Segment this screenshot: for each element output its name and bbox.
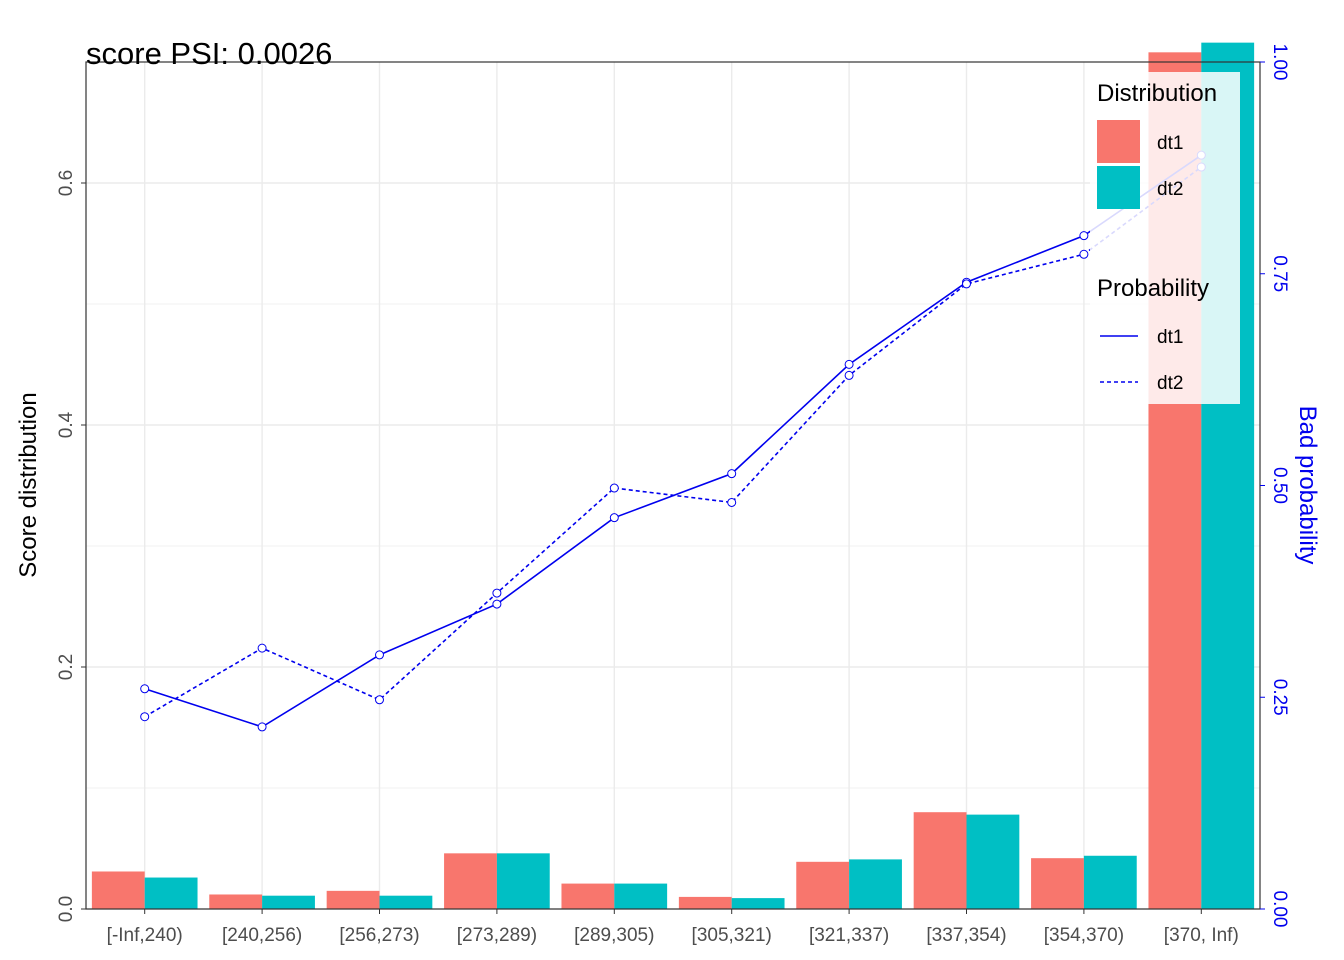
legend-label-dt1: dt1 bbox=[1157, 327, 1183, 348]
bar-dt2 bbox=[731, 898, 785, 909]
y-tick-label-left: 0.0 bbox=[56, 896, 77, 922]
point-dt1 bbox=[492, 599, 502, 609]
y-tick-label-left: 0.2 bbox=[56, 654, 77, 680]
point-dt2 bbox=[1079, 249, 1089, 259]
bar-dt1 bbox=[209, 894, 263, 909]
point-dt1 bbox=[727, 469, 737, 479]
bar-dt2 bbox=[144, 877, 198, 909]
point-dt1 bbox=[257, 722, 267, 732]
legend-key-dt1 bbox=[1097, 120, 1140, 163]
x-tick-label: [289,305) bbox=[574, 925, 654, 946]
bar-dt2 bbox=[262, 895, 315, 909]
bar-dt2 bbox=[1083, 855, 1137, 909]
x-tick-label: [256,273) bbox=[339, 925, 419, 946]
bar-dt1 bbox=[326, 890, 380, 909]
x-tick-label: [337,354) bbox=[926, 925, 1006, 946]
y-tick-label-right: 0.25 bbox=[1269, 679, 1290, 716]
point-dt2 bbox=[962, 279, 971, 289]
legend: Distribution dt1 dt2 Probability dt1 dt2 bbox=[1090, 72, 1240, 404]
bar-dt1 bbox=[1031, 858, 1084, 909]
point-dt1 bbox=[140, 684, 150, 694]
point-dt2 bbox=[609, 483, 619, 493]
x-tick-label: [240,256) bbox=[222, 925, 302, 946]
legend-label-dt2: dt2 bbox=[1157, 179, 1183, 200]
line-dt2 bbox=[144, 166, 1202, 718]
bar-dt2 bbox=[379, 895, 433, 909]
x-tick-label: [321,337) bbox=[809, 925, 889, 946]
point-dt1 bbox=[844, 359, 854, 369]
x-tick-label: [-Inf,240) bbox=[107, 925, 183, 946]
bar-dt2 bbox=[966, 814, 1020, 909]
bar-dt1 bbox=[796, 861, 850, 909]
point-dt1 bbox=[1079, 231, 1089, 241]
y-tick-label-right: 1.00 bbox=[1269, 44, 1290, 81]
bar-dt1 bbox=[913, 812, 967, 909]
legend-title-probability: Probability bbox=[1097, 275, 1209, 302]
x-tick-label: [273,289) bbox=[457, 925, 537, 946]
bar-dt2 bbox=[614, 883, 668, 909]
point-dt2 bbox=[375, 695, 384, 705]
point-dt2 bbox=[140, 712, 150, 722]
bar-dt1 bbox=[444, 853, 497, 909]
y-tick-label-left: 0.6 bbox=[56, 170, 77, 196]
y-tick-label-right: 0.50 bbox=[1269, 467, 1290, 504]
point-dt1 bbox=[609, 513, 619, 523]
legend-label-dt2: dt2 bbox=[1157, 373, 1183, 394]
probability-lines bbox=[140, 150, 1206, 732]
chart-title: score PSI: 0.0026 bbox=[86, 36, 332, 71]
y-tick-label-left: 0.4 bbox=[56, 411, 77, 438]
bar-dt1 bbox=[678, 896, 732, 909]
axes: 0.0 0.2 0.4 0.6 0.00 0.25 0.50 0.75 1.00 [-Inf,24… bbox=[56, 44, 1290, 946]
point-dt2 bbox=[844, 370, 854, 380]
point-dt2 bbox=[492, 588, 502, 598]
bar-dt1 bbox=[561, 883, 615, 909]
legend-key-dt2 bbox=[1097, 166, 1140, 209]
y-axis-title-left: Score distribution bbox=[15, 392, 42, 577]
point-dt2 bbox=[257, 643, 267, 653]
y-tick-label-right: 0.75 bbox=[1269, 255, 1290, 292]
legend-label-dt1: dt1 bbox=[1157, 133, 1183, 154]
y-tick-label-right: 0.00 bbox=[1269, 891, 1290, 928]
x-tick-label: [354,370) bbox=[1044, 925, 1124, 946]
point-dt1 bbox=[375, 650, 384, 660]
bar-dt2 bbox=[496, 853, 550, 909]
legend-title-distribution: Distribution bbox=[1097, 80, 1217, 107]
bar-dt1 bbox=[91, 871, 145, 909]
x-tick-label: [305,321) bbox=[692, 925, 772, 946]
x-tick-label: [370, Inf) bbox=[1164, 925, 1239, 946]
point-dt2 bbox=[727, 497, 737, 507]
bar-dt2 bbox=[849, 859, 902, 909]
y-axis-title-right: Bad probability bbox=[1294, 406, 1321, 565]
